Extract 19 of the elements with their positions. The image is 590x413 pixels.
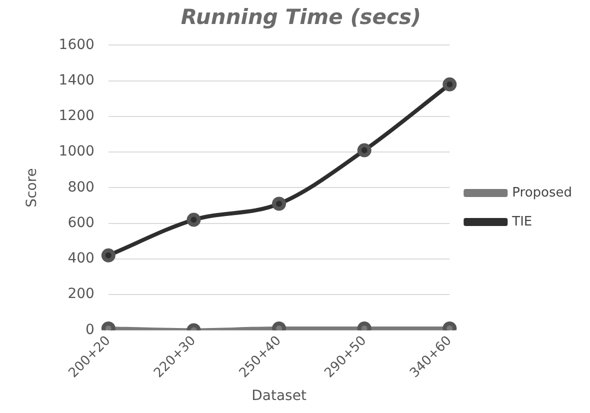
- y-tick-label: 600: [68, 214, 94, 231]
- y-tick-label: 1600: [58, 36, 94, 53]
- y-tick-label: 800: [68, 179, 94, 196]
- y-tick-label: 1400: [58, 72, 94, 88]
- y-tick-label: 400: [68, 250, 94, 267]
- legend-label: Proposed: [512, 185, 572, 200]
- point: [357, 143, 372, 158]
- chart-title: Running Time (secs): [180, 5, 422, 30]
- legend-label: TIE: [511, 214, 532, 230]
- y-tick-label: 0: [86, 322, 94, 338]
- point: [442, 77, 457, 92]
- y-tick-label: 1200: [58, 108, 94, 124]
- point: [186, 212, 201, 227]
- point: [272, 196, 286, 211]
- point: [101, 248, 116, 262]
- y-tick-label: 1000: [58, 144, 94, 160]
- x-axis-title: Dataset: [252, 388, 307, 404]
- y-axis-title: Score: [24, 168, 40, 208]
- y-tick-label: 200: [68, 286, 94, 302]
